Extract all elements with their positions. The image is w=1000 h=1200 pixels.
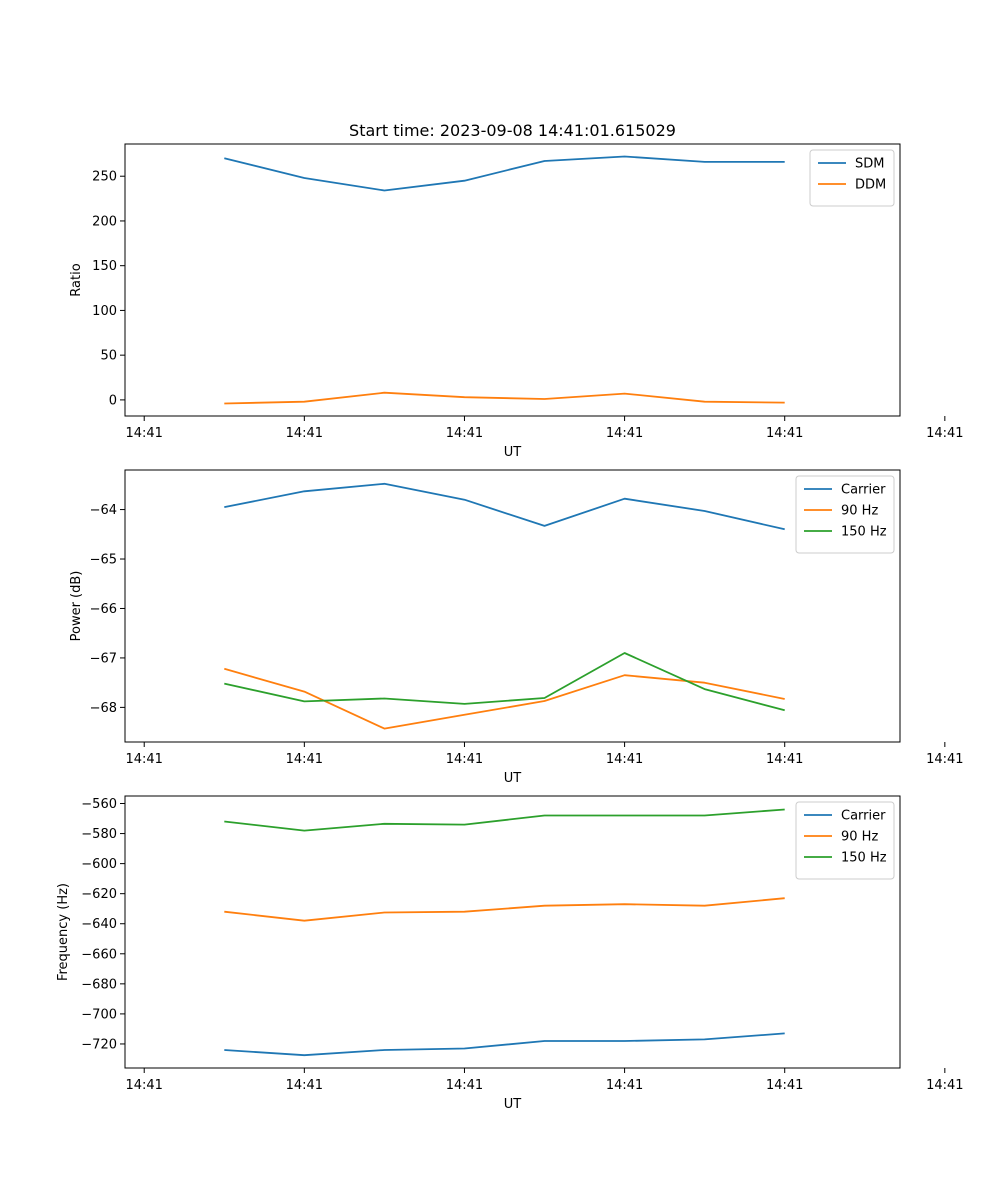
legend-label: 90 Hz: [841, 830, 878, 845]
y-tick-label: −640: [81, 917, 117, 932]
y-tick-label: −560: [81, 797, 117, 812]
y-tick-label: 250: [92, 170, 117, 185]
legend: Carrier 90 Hz 150 Hz: [795, 475, 895, 554]
x-tick-label: 14:41: [286, 1078, 323, 1093]
x-tick-label: 14:41: [606, 1078, 643, 1093]
x-tick-label: 14:41: [125, 426, 162, 441]
x-tick-label: 14:41: [446, 752, 483, 767]
series-line-90-hz: [224, 897, 785, 922]
series-line-carrier: [224, 1032, 785, 1057]
legend-label: Carrier: [841, 809, 886, 824]
y-tick-label: 50: [100, 349, 117, 364]
y-axis-label: Power (dB): [69, 571, 84, 642]
y-tick-label: −700: [81, 1007, 117, 1022]
y-tick-label: −64: [90, 503, 117, 518]
series-line-150-hz: [224, 808, 785, 832]
legend: Carrier 90 Hz 150 Hz: [795, 801, 895, 880]
panel-3: 14:4114:4114:4114:4114:4114:4114:42−560−…: [56, 795, 964, 1112]
y-tick-label: −65: [90, 553, 117, 568]
y-tick-label: 200: [92, 214, 117, 229]
y-tick-label: −720: [81, 1037, 117, 1052]
chart-title: Start time: 2023-09-08 14:41:01.615029: [349, 121, 676, 140]
series-line-sdm: [224, 155, 785, 192]
x-tick-label: 14:41: [606, 752, 643, 767]
x-tick-label: 14:41: [766, 1078, 803, 1093]
legend-label: 150 Hz: [841, 851, 887, 866]
y-tick-label: −620: [81, 887, 117, 902]
series-line-90-hz: [224, 667, 785, 730]
y-tick-label: −580: [81, 827, 117, 842]
x-tick-label: 14:41: [446, 426, 483, 441]
x-tick-label: 14:41: [125, 1078, 162, 1093]
legend-label: 150 Hz: [841, 525, 887, 540]
legend-box: [809, 149, 895, 207]
legend-box: [795, 801, 895, 880]
x-tick-label: 14:41: [766, 426, 803, 441]
legend-label: Carrier: [841, 483, 886, 498]
x-tick-label: 14:41: [606, 426, 643, 441]
panel-2: 14:4114:4114:4114:4114:4114:4114:42−64−6…: [69, 469, 964, 786]
series-line-ddm: [224, 391, 785, 405]
y-tick-label: −67: [90, 651, 117, 666]
y-tick-label: 100: [92, 304, 117, 319]
x-tick-label: 14:41: [125, 752, 162, 767]
x-tick-label: 14:41: [926, 752, 963, 767]
x-tick-label: 14:41: [446, 1078, 483, 1093]
y-axis-label: Ratio: [69, 263, 84, 296]
panels: 14:4114:4114:4114:4114:4114:4114:4205010…: [56, 143, 964, 1112]
x-tick-label: 14:41: [926, 426, 963, 441]
y-tick-label: −68: [90, 701, 117, 716]
x-axis-label: UT: [504, 445, 522, 460]
x-tick-label: 14:41: [286, 752, 323, 767]
axes-frame: [124, 795, 901, 1069]
x-tick-label: 14:41: [926, 1078, 963, 1093]
x-tick-label: 14:41: [766, 752, 803, 767]
series-line-carrier: [224, 482, 785, 531]
y-tick-label: −66: [90, 602, 117, 617]
legend-label: DDM: [855, 178, 886, 193]
axes-frame: [124, 143, 901, 417]
legend-box: [795, 475, 895, 554]
x-axis-label: UT: [504, 771, 522, 786]
panel-1: 14:4114:4114:4114:4114:4114:4114:4205010…: [69, 143, 964, 460]
legend-label: 90 Hz: [841, 504, 878, 519]
y-axis-label: Frequency (Hz): [56, 883, 71, 981]
x-tick-label: 14:41: [286, 426, 323, 441]
legend: SDM DDM: [809, 149, 895, 207]
axes-frame: [124, 469, 901, 743]
series-line-150-hz: [224, 652, 785, 712]
y-tick-label: 0: [109, 393, 117, 408]
x-axis-label: UT: [504, 1097, 522, 1112]
y-tick-label: 150: [92, 259, 117, 274]
y-tick-label: −680: [81, 977, 117, 992]
y-tick-label: −660: [81, 947, 117, 962]
y-tick-label: −600: [81, 857, 117, 872]
legend-label: SDM: [855, 157, 884, 172]
